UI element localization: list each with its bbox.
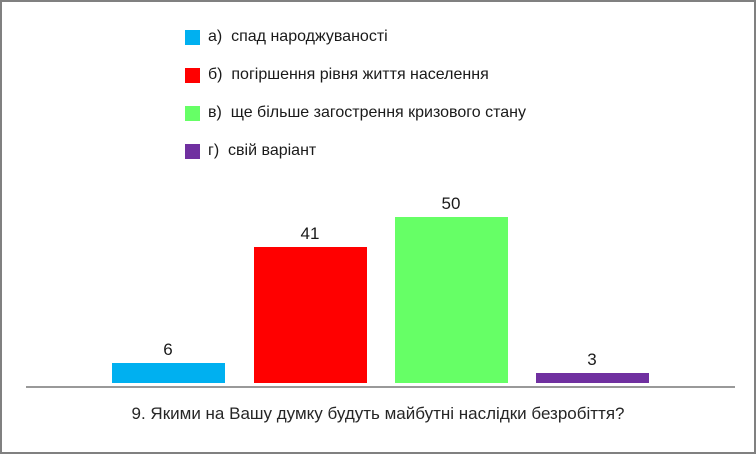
bar-value-label: 6 [163, 339, 173, 359]
bar [535, 373, 649, 383]
chart-legend: а) спад народжуваності б) погіршення рівн… [185, 18, 526, 170]
bar [253, 247, 367, 383]
bar-group: 3 [535, 349, 649, 383]
legend-item-label: в) ще більше загострення кризового стану [208, 104, 526, 121]
legend-color-swatch [185, 29, 200, 45]
chart-title: 9. Якими на Вашу думку будуть майбутні н… [131, 404, 625, 423]
legend-item: а) спад народжуваності [185, 18, 526, 56]
bar-value-label: 41 [300, 223, 320, 243]
bar [111, 363, 225, 383]
bar-value-label: 3 [587, 349, 597, 369]
bar-group: 41 [253, 223, 367, 383]
bar-group: 50 [394, 193, 508, 383]
legend-item-label: а) спад народжуваності [208, 28, 388, 45]
legend-item: б) погіршення рівня життя населення [185, 56, 526, 94]
legend-item-label: г) свій варіант [208, 142, 317, 159]
x-axis-line [26, 386, 735, 388]
bar-group: 6 [111, 339, 225, 383]
bar-value-label: 50 [441, 193, 461, 213]
legend-color-swatch [185, 143, 200, 159]
legend-color-swatch [185, 67, 200, 83]
legend-color-swatch [185, 105, 200, 121]
legend-item: г) свій варіант [185, 132, 526, 170]
legend-item: в) ще більше загострення кризового стану [185, 94, 526, 132]
bar [394, 217, 508, 383]
legend-item-label: б) погіршення рівня життя населення [208, 66, 489, 83]
